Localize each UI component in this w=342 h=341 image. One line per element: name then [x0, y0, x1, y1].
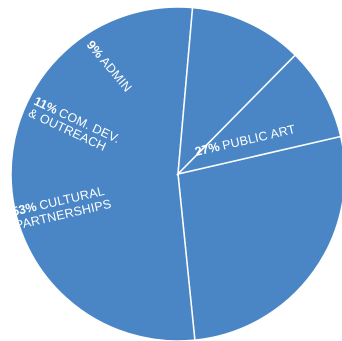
pie-slice — [175, 54, 342, 176]
slice-percent: 27% — [194, 140, 222, 159]
pie-slice — [177, 6, 297, 177]
pie-slice — [10, 6, 196, 341]
slice-percent: 53% — [11, 200, 39, 219]
pie-slice — [177, 135, 342, 341]
